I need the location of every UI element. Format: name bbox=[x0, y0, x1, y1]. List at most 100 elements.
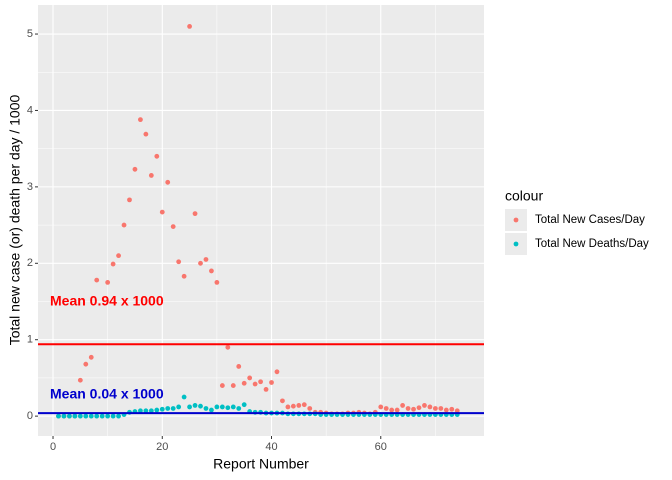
point bbox=[438, 406, 444, 411]
point bbox=[389, 407, 395, 413]
point bbox=[427, 404, 433, 410]
legend-marker bbox=[513, 241, 519, 247]
point bbox=[176, 259, 182, 265]
legend-label: Total New Deaths/Day bbox=[535, 238, 649, 250]
point bbox=[121, 222, 127, 228]
point bbox=[176, 404, 182, 410]
point bbox=[132, 166, 138, 172]
point bbox=[378, 404, 384, 410]
point bbox=[143, 131, 149, 137]
point bbox=[258, 379, 263, 385]
point bbox=[219, 383, 225, 388]
point bbox=[192, 211, 198, 217]
point bbox=[225, 405, 231, 411]
point bbox=[285, 404, 291, 410]
point bbox=[209, 268, 214, 274]
point bbox=[88, 354, 94, 360]
point bbox=[148, 408, 154, 414]
point bbox=[247, 375, 253, 381]
point bbox=[416, 405, 422, 411]
point bbox=[225, 344, 231, 350]
point bbox=[432, 406, 438, 411]
point bbox=[61, 413, 67, 419]
point bbox=[269, 380, 274, 385]
point bbox=[187, 23, 192, 29]
point bbox=[159, 209, 165, 215]
point bbox=[280, 398, 285, 404]
x-tick-label: 60 bbox=[375, 441, 387, 453]
point bbox=[159, 406, 165, 412]
point bbox=[170, 224, 176, 230]
point bbox=[219, 404, 225, 410]
x-tick-label: 20 bbox=[156, 441, 168, 453]
x-tick-label: 40 bbox=[265, 441, 277, 453]
point bbox=[192, 403, 198, 408]
legend-marker bbox=[513, 217, 519, 223]
point bbox=[165, 406, 171, 411]
point bbox=[77, 377, 83, 383]
point bbox=[110, 261, 116, 267]
point bbox=[83, 413, 89, 419]
point bbox=[274, 369, 280, 375]
panel bbox=[38, 5, 484, 436]
annotation: Mean 0.94 x 1000 bbox=[50, 293, 164, 309]
point bbox=[181, 394, 187, 400]
point bbox=[187, 404, 192, 410]
legend-title: colour bbox=[505, 188, 543, 204]
point bbox=[422, 403, 427, 408]
point bbox=[198, 403, 203, 409]
y-tick-label: 2 bbox=[27, 257, 33, 269]
point bbox=[148, 173, 154, 178]
point bbox=[449, 406, 455, 412]
y-tick-label: 3 bbox=[27, 181, 33, 193]
point bbox=[443, 407, 449, 413]
point bbox=[138, 408, 143, 414]
point bbox=[230, 383, 236, 388]
point bbox=[67, 413, 72, 419]
y-tick-label: 4 bbox=[27, 104, 33, 116]
point bbox=[394, 407, 400, 413]
point bbox=[400, 403, 406, 408]
point bbox=[116, 413, 121, 419]
point bbox=[77, 413, 83, 419]
x-axis-title: Report Number bbox=[213, 456, 309, 472]
point bbox=[143, 408, 149, 414]
y-tick-label: 5 bbox=[27, 28, 33, 40]
y-tick-label: 1 bbox=[27, 334, 33, 346]
point bbox=[154, 153, 160, 159]
point bbox=[116, 253, 121, 259]
x-tick-label: 0 bbox=[50, 441, 56, 453]
point bbox=[138, 117, 143, 123]
point bbox=[252, 381, 258, 387]
point bbox=[301, 402, 307, 408]
point bbox=[127, 197, 132, 203]
annotation: Mean 0.04 x 1000 bbox=[50, 386, 164, 402]
point bbox=[263, 386, 269, 392]
legend-label: Total New Cases/Day bbox=[535, 214, 645, 226]
point bbox=[165, 179, 171, 185]
point bbox=[83, 361, 89, 367]
point bbox=[241, 402, 247, 408]
point bbox=[88, 413, 94, 419]
point bbox=[236, 406, 242, 411]
y-axis-title: Total new case (or) death per day / 1000 bbox=[7, 94, 23, 345]
point bbox=[383, 406, 389, 411]
point bbox=[214, 279, 220, 285]
point bbox=[405, 406, 411, 411]
point bbox=[296, 403, 302, 408]
point bbox=[290, 403, 296, 409]
point bbox=[236, 364, 242, 369]
point bbox=[72, 413, 78, 419]
y-tick-label: 0 bbox=[27, 410, 33, 422]
point bbox=[214, 404, 220, 410]
point bbox=[198, 260, 203, 266]
point bbox=[203, 257, 209, 262]
point bbox=[203, 406, 209, 411]
point bbox=[307, 406, 313, 411]
point bbox=[94, 413, 100, 419]
point bbox=[56, 413, 61, 419]
point bbox=[181, 273, 187, 279]
point bbox=[230, 404, 236, 410]
point bbox=[454, 408, 460, 414]
